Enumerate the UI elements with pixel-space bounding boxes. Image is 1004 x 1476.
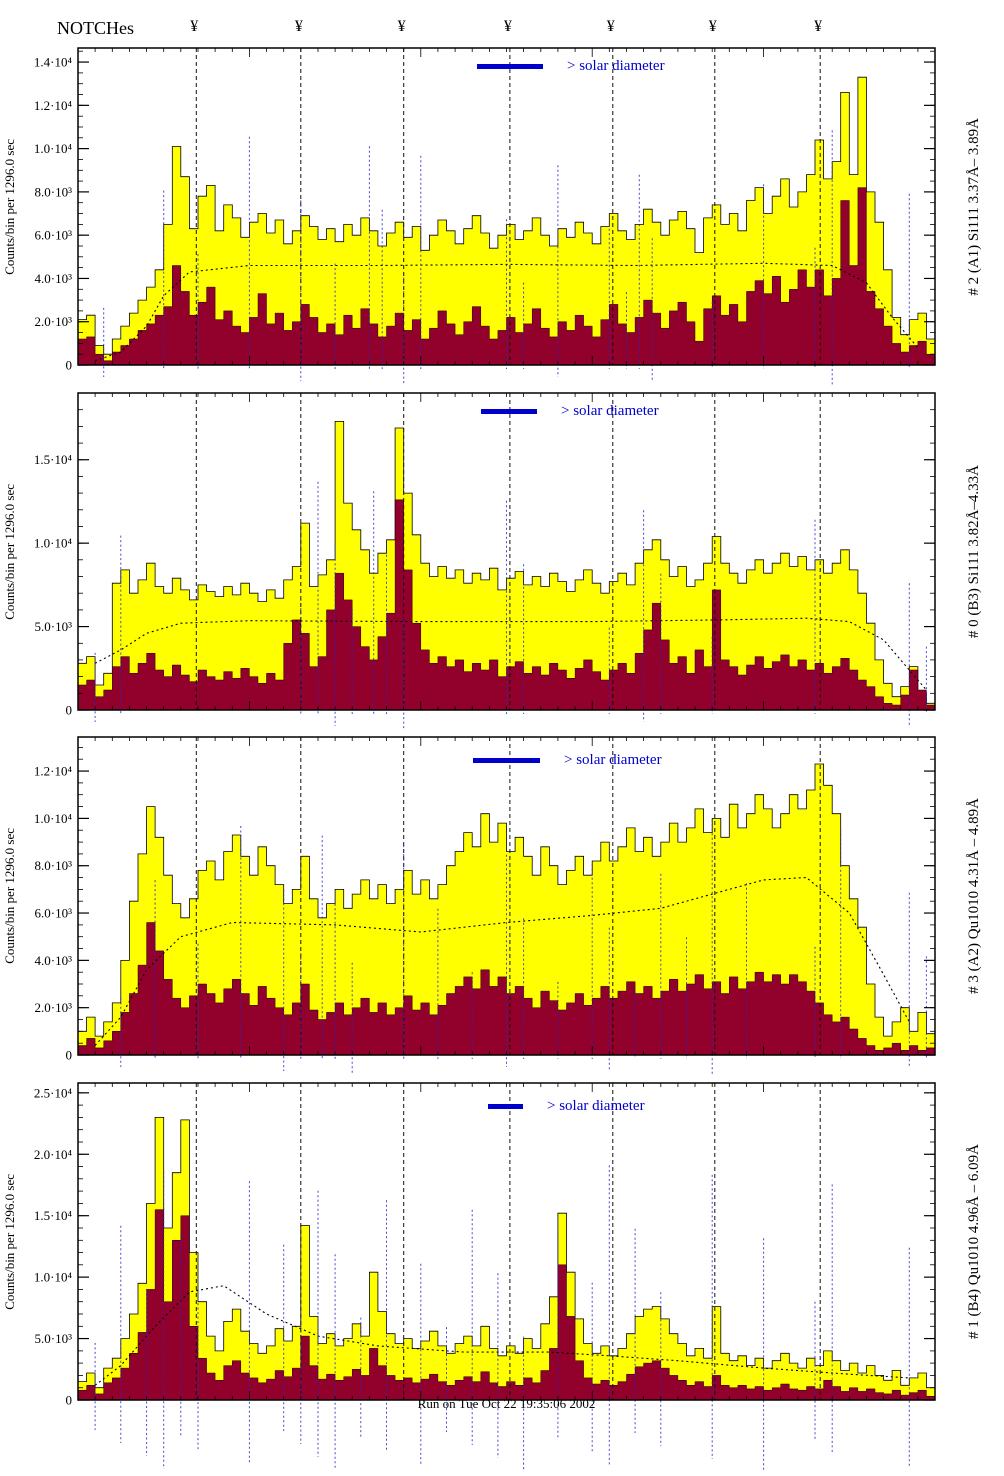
dark-counts-histogram xyxy=(77,1209,936,1401)
solar-diameter-legend-2: > solar diameter xyxy=(481,403,659,420)
y-tick-label: 1.0·10⁴ xyxy=(34,536,73,551)
y-tick-label: 1.5·10⁴ xyxy=(34,452,73,467)
smoothed-curve xyxy=(94,876,910,1046)
y-tick-label: 1.5·10⁴ xyxy=(34,1208,73,1223)
y-tick-label: 1.0·10⁴ xyxy=(34,811,73,826)
y-tick-label: 8.0·10³ xyxy=(35,858,73,873)
y-tick-label: 0 xyxy=(66,1393,73,1408)
notch-symbol: ¥ xyxy=(606,18,615,35)
dark-counts-histogram xyxy=(77,187,936,366)
dark-counts-histogram xyxy=(77,922,936,1056)
notch-symbol: ¥ xyxy=(190,18,199,35)
notch-symbol: ¥ xyxy=(814,18,823,35)
y-tick-label: 6.0·10³ xyxy=(35,228,73,243)
notch-symbol: ¥ xyxy=(294,18,303,35)
y-tick-label: 5.0·10³ xyxy=(35,1331,73,1346)
y-tick-label: 2.5·10⁴ xyxy=(34,1085,73,1100)
total-counts-histogram xyxy=(77,1117,936,1401)
smoothed-curve xyxy=(94,262,919,362)
solar-diameter-label: > solar diameter xyxy=(564,752,662,768)
notch-symbol: ¥ xyxy=(503,18,512,35)
channel-label-panel-3: # 3 (A2) Qu1010 4.31Å – 4.89Å xyxy=(966,798,982,994)
solar-diameter-bar-icon xyxy=(473,758,540,763)
y-tick-label: 1.2·10⁴ xyxy=(34,764,73,779)
channel-label-panel-1: # 2 (A1) Si111 3.37Å– 3.89Å xyxy=(966,117,982,296)
y-tick-label: 2.0·10⁴ xyxy=(34,1147,73,1162)
solar-diameter-legend-1: > solar diameter xyxy=(477,58,665,75)
solar-diameter-legend-4: > solar diameter xyxy=(488,1098,645,1115)
solar-diameter-label: > solar diameter xyxy=(547,1098,645,1114)
y-tick-label: 1.0·10⁴ xyxy=(34,141,73,156)
y-tick-label: 2.0·10³ xyxy=(35,1000,73,1015)
solar-diameter-label: > solar diameter xyxy=(567,58,665,74)
smoothed-curve xyxy=(94,1285,910,1386)
y-tick-label: 5.0·10³ xyxy=(35,619,73,634)
solar-diameter-bar-icon xyxy=(481,409,537,414)
smoothed-curve xyxy=(94,617,927,691)
y-tick-label: 4.0·10³ xyxy=(35,271,73,286)
y-axis-label-panel-2: Counts/bin per 1296.0 sec xyxy=(2,483,17,620)
notches-title: NOTCHes xyxy=(57,18,134,38)
y-tick-label: 8.0·10³ xyxy=(35,184,73,199)
y-tick-label: 4.0·10³ xyxy=(35,953,73,968)
dark-counts-histogram xyxy=(77,499,936,711)
y-tick-label: 1.0·10⁴ xyxy=(34,1270,73,1285)
y-tick-label: 1.4·10⁴ xyxy=(34,55,73,70)
channel-label-panel-2: # 0 (B3) Si111 3.82Å–4.33Å xyxy=(966,464,982,639)
solar-diameter-legend-3: > solar diameter xyxy=(473,752,662,769)
y-tick-label: 6.0·10³ xyxy=(35,906,73,921)
solar-diameter-bar-icon xyxy=(488,1104,523,1109)
notch-symbol: ¥ xyxy=(397,18,406,35)
channel-label-panel-4: # 1 (B4) Qu1010 4.96Å – 6.09Å xyxy=(966,1144,982,1339)
y-tick-label: 0 xyxy=(66,358,73,373)
y-tick-label: 2.0·10³ xyxy=(35,314,73,329)
solar-diameter-bar-icon xyxy=(477,64,543,69)
y-tick-label: 0 xyxy=(66,1048,73,1063)
y-axis-label-panel-1: Counts/bin per 1296.0 sec xyxy=(2,138,17,275)
notch-symbol: ¥ xyxy=(708,18,717,35)
y-axis-label-panel-3: Counts/bin per 1296.0 sec xyxy=(2,828,17,964)
run-timestamp: Run on Tue Oct 22 19:35:06 2002 xyxy=(417,1396,596,1411)
y-axis-label-panel-4: Counts/bin per 1296.0 sec xyxy=(2,1173,17,1310)
solar-diameter-label: > solar diameter xyxy=(561,403,659,419)
y-tick-label: 1.2·10⁴ xyxy=(34,98,73,113)
y-tick-label: 0 xyxy=(66,703,73,718)
